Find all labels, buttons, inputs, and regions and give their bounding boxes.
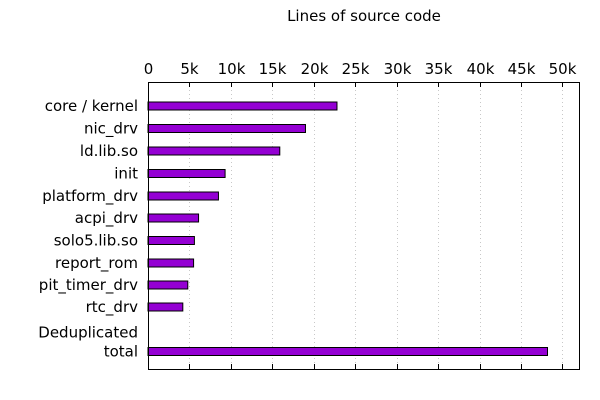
category-label-3: init: [114, 165, 138, 183]
bar-4: [147, 191, 219, 201]
bar-10: [147, 347, 549, 356]
category-label-0: core / kernel: [45, 97, 138, 115]
bar-6: [147, 236, 195, 245]
category-labels: core / kernel nic_drv ld.lib.so init platfor…: [38, 97, 138, 361]
category-label-6: solo5.lib.so: [54, 232, 138, 250]
bars: [147, 101, 549, 356]
category-label-2: ld.lib.so: [80, 142, 138, 160]
bar-1: [147, 124, 306, 133]
x-tick-label-4: 20k: [301, 60, 329, 78]
bar-5: [147, 213, 200, 223]
category-label-10-line-0: Deduplicated: [38, 324, 138, 342]
x-tick-label-0: 0: [144, 60, 154, 78]
x-tick-label-3: 15k: [259, 60, 287, 78]
x-tick-label-9: 45k: [508, 60, 536, 78]
x-tick-label-7: 35k: [425, 60, 453, 78]
category-label-7: report_rom: [55, 254, 138, 273]
bar-0: [147, 101, 338, 111]
x-axis-ticks: 0 5k 10k 15k 20k 25k 30k 35k 40k 45k 50k: [144, 60, 577, 369]
category-label-8: pit_timer_drv: [39, 276, 138, 295]
category-label-4: platform_drv: [42, 187, 138, 206]
x-tick-label-5: 25k: [342, 60, 370, 78]
category-label-5: acpi_drv: [75, 209, 138, 228]
x-tick-label-1: 5k: [180, 60, 199, 78]
chart-title: Lines of source code: [287, 7, 441, 25]
x-tick-label-8: 40k: [467, 60, 495, 78]
bar-8: [147, 280, 189, 290]
category-label-1: nic_drv: [84, 120, 138, 139]
bar-9: [147, 302, 184, 312]
category-label-9: rtc_drv: [86, 298, 138, 317]
x-tick-label-6: 30k: [384, 60, 412, 78]
category-label-10-line-1: total: [104, 343, 138, 361]
bar-2: [147, 146, 281, 156]
x-tick-label-10: 50k: [549, 60, 577, 78]
bar-3: [147, 169, 226, 178]
plot-frame: [148, 82, 580, 370]
bar-7: [147, 258, 195, 268]
x-tick-label-2: 10k: [218, 60, 246, 78]
